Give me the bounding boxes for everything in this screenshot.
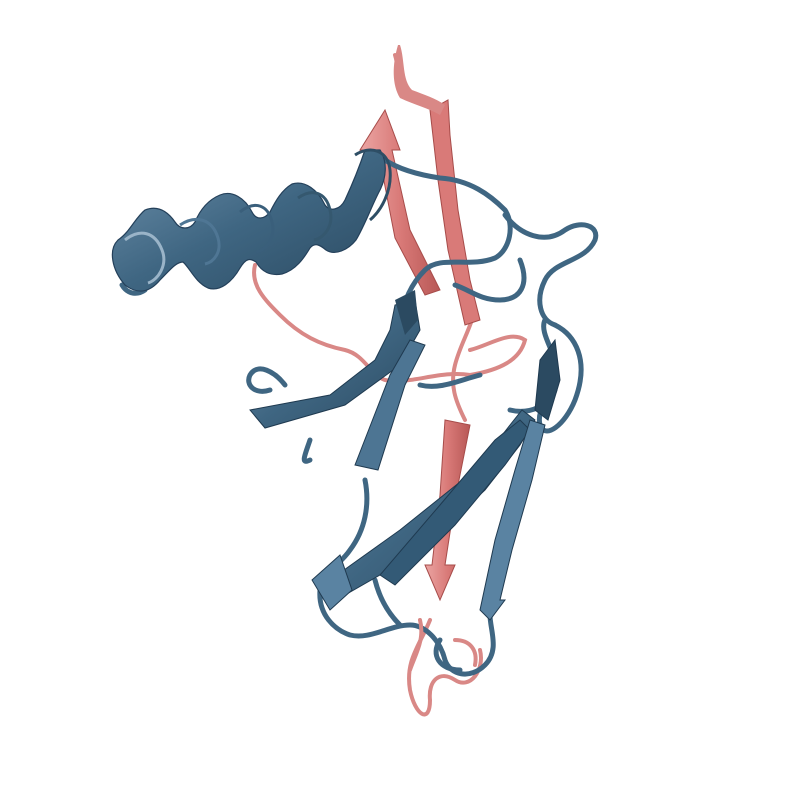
chain-b-overlay: [408, 618, 478, 672]
sheet-a-upper: [249, 290, 426, 471]
chain-a-loops: [119, 157, 599, 677]
helix-a: [111, 148, 392, 292]
sheet-a-lower: [311, 338, 561, 621]
